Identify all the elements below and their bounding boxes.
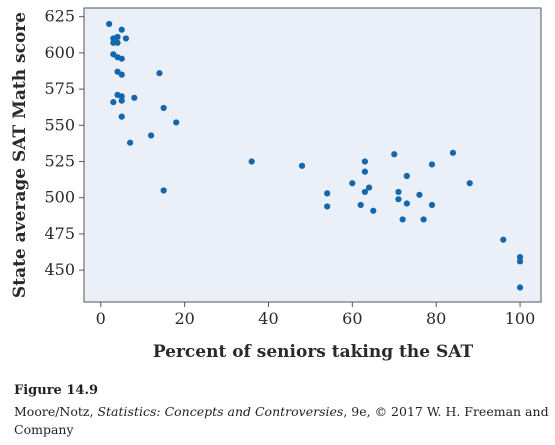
- data-point-26: [324, 190, 331, 197]
- scatter-chart: 0 20 40 60 80 100 450 475 500 525 550 575 600 625 Pe…: [10, 7, 542, 362]
- data-point-21: [147, 132, 155, 139]
- data-point-49: [516, 258, 524, 265]
- data-point-29: [357, 201, 364, 209]
- data-point-44: [428, 201, 436, 209]
- data-point-39: [403, 172, 410, 180]
- data-point-28: [349, 180, 356, 187]
- data-point-0: [106, 20, 113, 28]
- y-axis-ticks: 450 475 500 525 550 575 600 625: [44, 7, 84, 279]
- x-tick-label: 100: [505, 309, 536, 328]
- figure-source: Moore/Notz, Statistics: Concepts and Con…: [14, 403, 549, 439]
- data-point-24: [248, 158, 255, 165]
- data-point-23: [160, 187, 167, 194]
- data-point-41: [416, 191, 423, 198]
- y-tick-label: 525: [44, 152, 75, 171]
- data-point-19: [118, 113, 125, 120]
- data-point-9: [118, 55, 125, 62]
- y-tick-label: 475: [44, 224, 75, 243]
- data-point-17: [118, 97, 125, 104]
- data-point-42: [420, 216, 427, 223]
- x-axis-title: Percent of seniors taking the SAT: [153, 342, 474, 362]
- data-point-12: [156, 70, 163, 77]
- data-point-50: [516, 284, 524, 291]
- y-tick-label: 450: [44, 260, 75, 279]
- data-point-47: [500, 236, 507, 243]
- data-point-32: [361, 188, 369, 196]
- data-point-35: [391, 151, 398, 158]
- data-point-22: [127, 139, 134, 146]
- data-point-6: [122, 35, 130, 42]
- y-tick-label: 625: [44, 7, 75, 26]
- data-point-11: [118, 71, 125, 78]
- y-tick-label: 550: [44, 115, 75, 134]
- data-point-5: [118, 26, 125, 33]
- x-tick-label: 80: [426, 309, 446, 328]
- figure-label: Figure 14.9: [14, 383, 99, 398]
- data-point-37: [395, 196, 402, 203]
- data-point-31: [361, 168, 369, 175]
- x-tick-label: 20: [174, 309, 194, 328]
- data-point-25: [298, 162, 306, 169]
- data-point-43: [428, 161, 436, 168]
- data-point-34: [370, 207, 377, 214]
- data-point-20: [173, 119, 180, 126]
- data-points: [106, 20, 524, 291]
- data-point-30: [361, 158, 369, 165]
- y-tick-label: 575: [44, 79, 75, 98]
- y-axis-title: State average SAT Math score: [10, 12, 30, 298]
- x-axis-ticks: 0 20 40 60 80 100: [96, 302, 536, 328]
- data-point-33: [366, 184, 373, 191]
- y-tick-label: 500: [44, 188, 75, 207]
- data-point-3: [114, 33, 121, 41]
- plot-area: [84, 8, 541, 302]
- x-tick-label: 0: [96, 309, 106, 328]
- data-point-14: [118, 93, 125, 100]
- y-tick-label: 600: [44, 43, 75, 62]
- source-book-title: Statistics: Concepts and Controversies: [97, 404, 344, 419]
- data-point-15: [131, 94, 138, 101]
- data-point-48: [516, 254, 524, 261]
- data-point-36: [395, 188, 402, 196]
- x-tick-label: 60: [342, 309, 362, 328]
- data-point-27: [324, 203, 331, 210]
- data-point-18: [160, 104, 167, 112]
- source-suffix: , 9e, © 2017 W. H. Freeman and Company: [14, 404, 549, 437]
- data-point-38: [399, 216, 406, 223]
- plot-frame: [83, 7, 542, 303]
- data-point-16: [110, 99, 117, 106]
- data-point-46: [466, 180, 473, 187]
- data-point-40: [403, 200, 410, 207]
- data-point-45: [449, 149, 457, 156]
- source-prefix: Moore/Notz,: [14, 404, 98, 419]
- data-point-4: [114, 39, 121, 46]
- x-tick-label: 40: [258, 309, 278, 328]
